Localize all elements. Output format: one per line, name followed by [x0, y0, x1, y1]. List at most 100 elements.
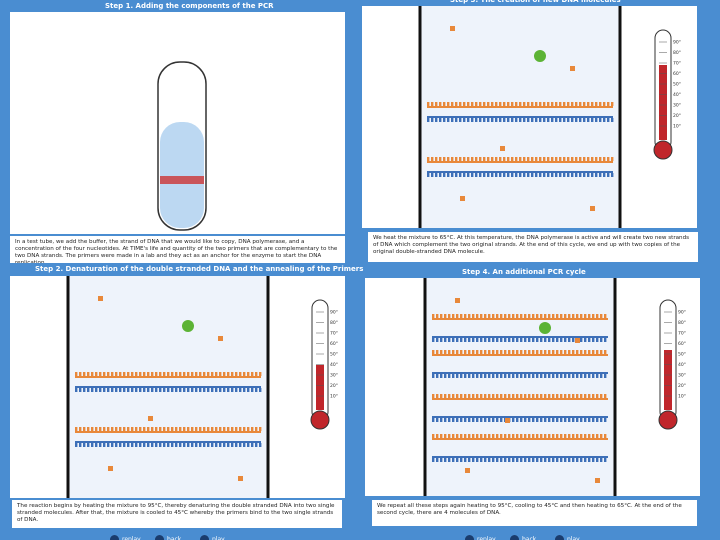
dna-base	[523, 118, 526, 122]
dna-base	[452, 418, 455, 422]
dna-base	[592, 374, 595, 378]
dna-base	[512, 338, 515, 342]
dna-base	[500, 434, 503, 438]
dna-base	[492, 314, 495, 318]
dna-base	[191, 372, 194, 376]
dna-base	[556, 458, 559, 462]
dna-base	[543, 102, 546, 106]
dna-base	[211, 372, 214, 376]
dna-base	[459, 157, 462, 161]
dna-base	[580, 458, 583, 462]
dna-base	[560, 434, 563, 438]
polymerase	[182, 320, 194, 332]
dna-base	[447, 173, 450, 177]
dna-base	[508, 314, 511, 318]
nav-button[interactable]: replay	[465, 535, 496, 540]
dna-base	[592, 394, 595, 398]
dna-base	[495, 173, 498, 177]
nav-button[interactable]: back	[155, 535, 181, 540]
dna-base	[191, 388, 194, 392]
nav-button[interactable]: play	[555, 535, 580, 540]
dna-base	[447, 102, 450, 106]
dna-base	[123, 443, 126, 447]
dna-base	[471, 118, 474, 122]
nucleotide	[595, 478, 600, 483]
dna-base	[560, 338, 563, 342]
dna-backbone	[75, 431, 261, 433]
dna-base	[580, 394, 583, 398]
dna-base	[476, 418, 479, 422]
dna-base	[479, 102, 482, 106]
dna-base	[103, 388, 106, 392]
dna-base	[155, 427, 158, 431]
dna-base	[508, 374, 511, 378]
dna-base	[183, 443, 186, 447]
dna-base	[444, 338, 447, 342]
dna-base	[575, 102, 578, 106]
dna-base	[572, 314, 575, 318]
dna-base	[580, 374, 583, 378]
dna-base	[488, 350, 491, 354]
dna-base	[528, 314, 531, 318]
dna-base	[460, 394, 463, 398]
dna-base	[239, 427, 242, 431]
dna-base	[488, 394, 491, 398]
dna-base	[464, 418, 467, 422]
dna-base	[580, 418, 583, 422]
dna-base	[79, 372, 82, 376]
dna-base	[592, 418, 595, 422]
dna-base	[556, 338, 559, 342]
dna-base	[476, 394, 479, 398]
dna-base	[556, 350, 559, 354]
dna-base	[560, 458, 563, 462]
dna-base	[456, 434, 459, 438]
dna-base	[512, 314, 515, 318]
dna-base	[464, 338, 467, 342]
dna-base	[155, 388, 158, 392]
dna-base	[131, 388, 134, 392]
thermo-fill	[316, 365, 324, 410]
dna-base	[516, 374, 519, 378]
dna-base	[579, 157, 582, 161]
dna-base	[552, 394, 555, 398]
dna-base	[440, 434, 443, 438]
dna-base	[451, 102, 454, 106]
dna-base	[199, 443, 202, 447]
dna-base	[599, 102, 602, 106]
dna-base	[107, 443, 110, 447]
liquid	[160, 122, 204, 228]
dna-base	[539, 173, 542, 177]
dna-base	[464, 350, 467, 354]
dna-base	[432, 374, 435, 378]
dna-base	[536, 314, 539, 318]
dna-base	[183, 388, 186, 392]
nav-button[interactable]: play	[200, 535, 225, 540]
dna-base	[471, 173, 474, 177]
dna-base	[507, 102, 510, 106]
dna-base	[239, 443, 242, 447]
nav-button[interactable]: back	[510, 535, 536, 540]
dna-base	[527, 157, 530, 161]
dna-base	[436, 314, 439, 318]
dna-base	[607, 102, 610, 106]
dna-base	[532, 458, 535, 462]
dna-base	[440, 394, 443, 398]
dna-base	[187, 427, 190, 431]
dna-base	[567, 173, 570, 177]
dna-base	[600, 458, 603, 462]
dna-base	[491, 102, 494, 106]
dna-base	[111, 388, 114, 392]
dna-base	[455, 102, 458, 106]
dna-base	[223, 443, 226, 447]
dna-base	[91, 427, 94, 431]
nav-button[interactable]: replay	[110, 535, 141, 540]
dna-base	[431, 102, 434, 106]
dna-base	[500, 350, 503, 354]
dna-backbone	[432, 398, 608, 400]
button-label: play	[212, 536, 225, 540]
dna-base	[575, 157, 578, 161]
dna-base	[83, 372, 86, 376]
panel-title: Step 2. Denaturation of the double stran…	[35, 265, 364, 273]
dna-backbone	[75, 376, 261, 378]
dna-base	[603, 157, 606, 161]
